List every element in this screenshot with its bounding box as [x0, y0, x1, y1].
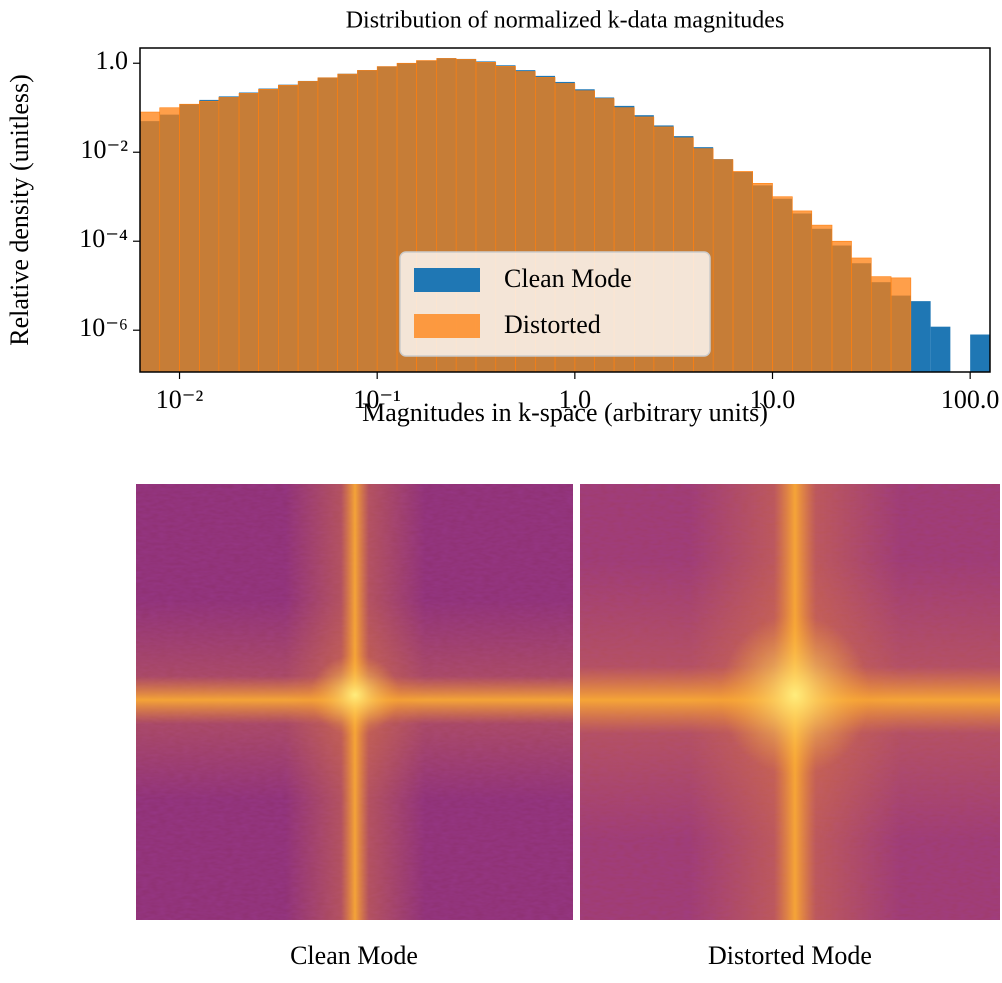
x-tick-label: 10⁻¹: [353, 385, 401, 414]
histogram-bar: [732, 171, 754, 373]
x-tick-label: 1.0: [559, 385, 592, 414]
histogram-bar: [317, 77, 338, 373]
histogram-bar: [258, 88, 279, 373]
histogram-bar: [159, 107, 180, 373]
histogram-bar: [376, 66, 398, 373]
chart-title: Distribution of normalized k-data magnit…: [346, 8, 785, 34]
histogram-bar: [277, 84, 299, 373]
x-tick-label: 100.0: [941, 385, 1000, 414]
plot-frame: [139, 47, 991, 373]
histogram-bar: [772, 196, 793, 373]
histogram-bar: [930, 326, 951, 372]
legend-label: Distorted: [504, 310, 601, 339]
y-axis-label: Relative density (unitless): [5, 74, 34, 346]
y-tick-label: 10⁻²: [80, 135, 128, 164]
histogram-bar: [218, 97, 240, 373]
histogram-bar: [712, 159, 734, 373]
histogram-bar: [297, 81, 319, 373]
histogram-bar: [199, 100, 220, 373]
legend-swatch: [414, 314, 480, 338]
histogram-bar: [792, 210, 813, 373]
histogram-bar: [139, 111, 161, 373]
histogram-bar: [179, 103, 200, 373]
x-tick-label: 10⁻²: [156, 385, 204, 414]
histogram-bar: [357, 70, 378, 373]
y-tick-label: 1.0: [96, 46, 129, 75]
legend-label: Clean Mode: [504, 264, 632, 293]
histogram-bar: [851, 257, 872, 373]
image-panel: [580, 484, 1000, 920]
histogram-bar: [337, 73, 358, 373]
x-axis-label: Magnitudes in k-space (arbitrary units): [362, 398, 768, 427]
image-panel: [136, 484, 573, 920]
histogram-bar: [811, 224, 833, 373]
histogram-bar: [870, 276, 892, 373]
histogram-bar: [970, 334, 990, 372]
image-caption: Clean Mode: [290, 941, 418, 970]
y-tick-label: 10⁻⁶: [79, 313, 128, 342]
histogram-bar: [890, 277, 912, 373]
legend: Clean Mode Distorted: [399, 251, 711, 357]
legend-swatch: [414, 268, 480, 292]
y-tick-label: 10⁻⁴: [79, 224, 128, 253]
plot-area: 10⁻² 10⁻¹ 1.0 10.0 100.0 1.0 10⁻² 10⁻⁴ 10⁻⁶ Clean…: [79, 46, 999, 414]
histogram-bar: [910, 301, 931, 372]
x-tick-label: 10.0: [750, 385, 796, 414]
image-caption: Distorted Mode: [708, 941, 872, 970]
histogram-bar: [831, 240, 852, 373]
histogram-bar: [752, 183, 773, 373]
histogram-bar: [238, 93, 259, 373]
